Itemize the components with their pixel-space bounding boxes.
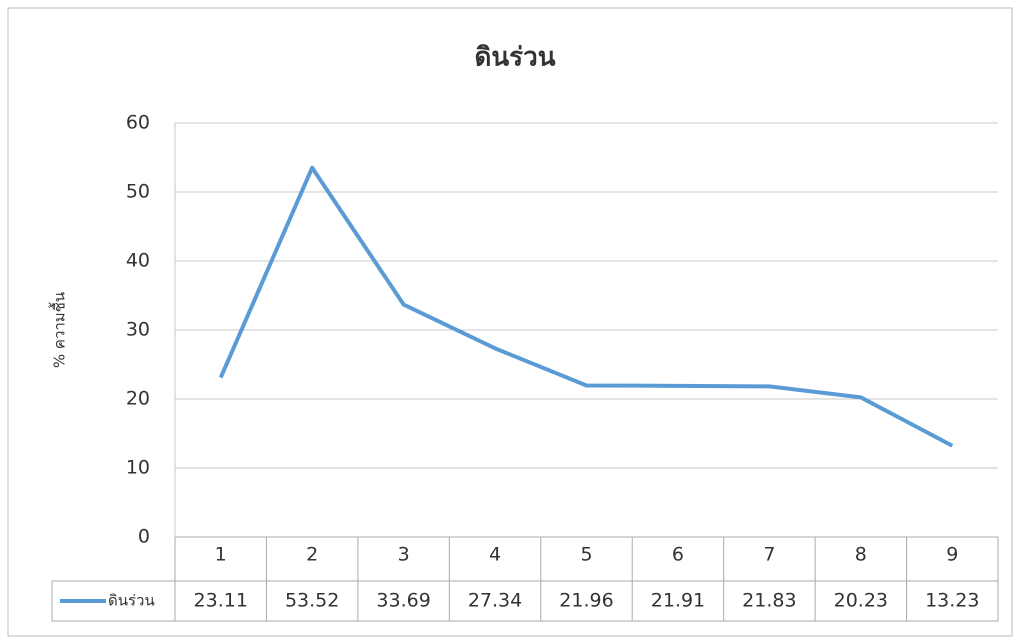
data-line xyxy=(218,165,954,448)
y-tick-label: 50 xyxy=(126,181,150,203)
x-tick-label: 6 xyxy=(672,544,684,566)
table-value: 21.96 xyxy=(559,590,613,612)
table-value: 20.23 xyxy=(834,590,888,612)
x-tick-label: 3 xyxy=(398,544,410,566)
table-value: 33.69 xyxy=(376,590,430,612)
y-tick-label: 40 xyxy=(126,250,150,272)
legend-label: ดินร่วน xyxy=(108,592,155,610)
x-tick-label: 4 xyxy=(489,544,501,566)
table-value: 27.34 xyxy=(468,590,522,612)
y-axis-label: % ความชื้น xyxy=(49,292,69,368)
y-tick-label: 20 xyxy=(126,388,150,410)
x-tick-label: 1 xyxy=(215,544,227,566)
x-tick-label: 5 xyxy=(580,544,592,566)
table-value: 13.23 xyxy=(925,590,979,612)
y-tick-label: 60 xyxy=(126,112,150,134)
y-tick-label: 0 xyxy=(138,526,150,548)
y-tick-label: 30 xyxy=(126,319,150,341)
table-value: 53.52 xyxy=(285,590,339,612)
table-value: 21.83 xyxy=(742,590,796,612)
table-value: 23.11 xyxy=(194,590,248,612)
x-tick-label: 8 xyxy=(855,544,867,566)
y-tick-label: 10 xyxy=(126,457,150,479)
table-value: 21.91 xyxy=(651,590,705,612)
x-tick-label: 7 xyxy=(763,544,775,566)
x-tick-label: 2 xyxy=(306,544,318,566)
chart-border xyxy=(7,7,1013,637)
x-tick-label: 9 xyxy=(946,544,958,566)
chart-title: ดินร่วน xyxy=(475,43,556,73)
